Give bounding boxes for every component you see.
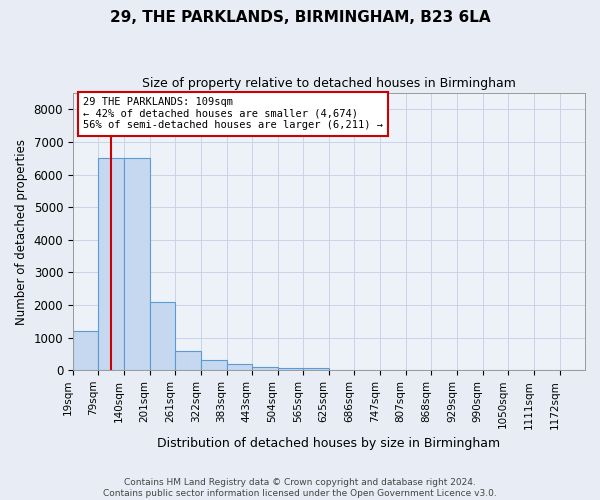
Text: 29, THE PARKLANDS, BIRMINGHAM, B23 6LA: 29, THE PARKLANDS, BIRMINGHAM, B23 6LA [110,10,490,25]
Bar [124,158,150,370]
Y-axis label: Number of detached properties: Number of detached properties [15,138,28,324]
X-axis label: Distribution of detached houses by size in Birmingham: Distribution of detached houses by size … [157,437,500,450]
Bar [98,158,124,370]
Bar [175,352,201,370]
Bar [278,368,304,370]
Bar [73,331,98,370]
Title: Size of property relative to detached houses in Birmingham: Size of property relative to detached ho… [142,78,516,90]
Bar [201,360,227,370]
Bar [304,368,329,370]
Bar [227,364,252,370]
Text: 29 THE PARKLANDS: 109sqm
← 42% of detached houses are smaller (4,674)
56% of sem: 29 THE PARKLANDS: 109sqm ← 42% of detach… [83,97,383,130]
Bar [150,302,175,370]
Bar [252,367,278,370]
Text: Contains HM Land Registry data © Crown copyright and database right 2024.
Contai: Contains HM Land Registry data © Crown c… [103,478,497,498]
